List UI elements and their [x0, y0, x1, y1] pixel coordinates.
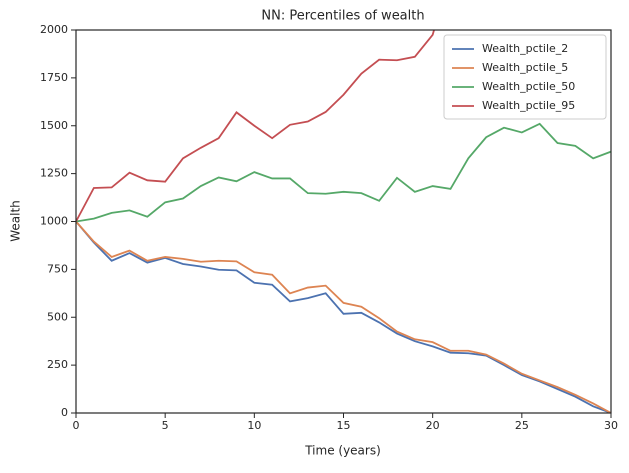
x-tick-label: 0 [73, 419, 80, 432]
legend-label: Wealth_pctile_2 [482, 42, 568, 55]
x-tick-label: 25 [515, 419, 529, 432]
y-tick-label: 250 [47, 358, 68, 371]
y-tick-label: 750 [47, 262, 68, 275]
legend-label: Wealth_pctile_95 [482, 99, 575, 112]
y-tick-label: 1750 [40, 71, 68, 84]
y-tick-label: 1000 [40, 215, 68, 228]
series-line [76, 30, 435, 222]
y-tick-label: 500 [47, 310, 68, 323]
y-tick-label: 1250 [40, 167, 68, 180]
x-tick-label: 15 [337, 419, 351, 432]
plot-lines [76, 30, 611, 413]
x-tick-label: 30 [604, 419, 618, 432]
y-tick-label: 0 [61, 406, 68, 419]
x-tick-label: 5 [162, 419, 169, 432]
legend-box [443, 34, 607, 120]
x-tick-label: 20 [426, 419, 440, 432]
x-axis-label: Time (years) [304, 444, 381, 458]
series-line [76, 220, 611, 413]
series-line [76, 122, 611, 223]
series-line [76, 220, 611, 413]
legend-label: Wealth_pctile_50 [482, 80, 575, 93]
chart-title: NN: Percentiles of wealth [261, 9, 424, 24]
legend-label: Wealth_pctile_5 [482, 61, 568, 74]
y-tick-label: 2000 [40, 23, 68, 36]
x-tick-label: 10 [247, 419, 261, 432]
y-axis-label: Wealth [9, 200, 23, 242]
y-tick-label: 1500 [40, 119, 68, 132]
